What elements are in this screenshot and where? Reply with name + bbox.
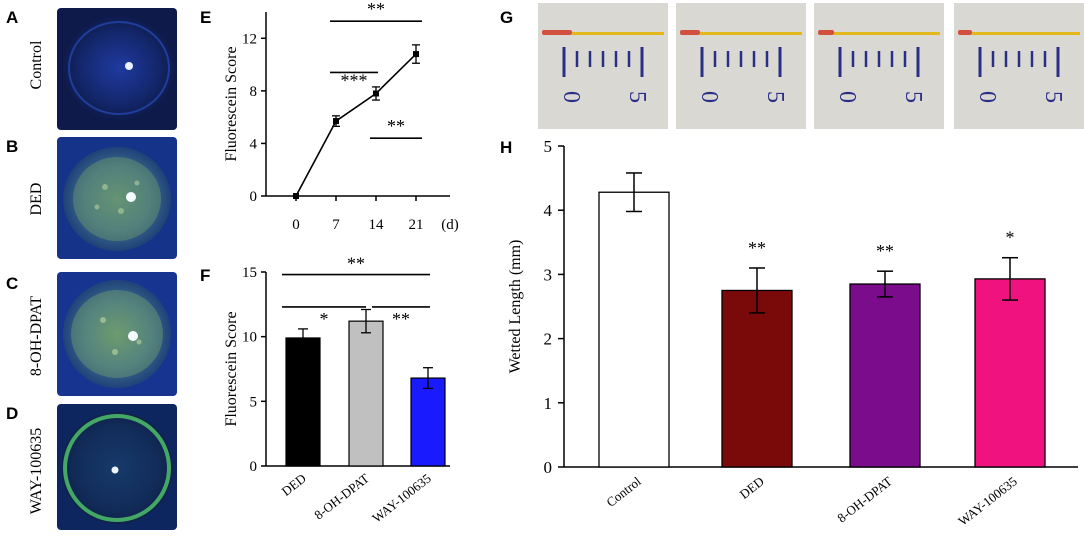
eye-image-control (57, 8, 177, 130)
scale-label-zero: 0 (974, 91, 1000, 103)
panel-label-d: D (6, 404, 19, 423)
h-bar (974, 278, 1046, 468)
eye-image-ded (57, 137, 177, 259)
h-y-tick-label: 2 (544, 330, 553, 349)
h-significance-label: * (1006, 228, 1015, 248)
h-y-tick-label: 3 (544, 265, 553, 284)
chart-h: 0 1 2 3 4 5 Wetted Length (mm) Control ** DED ** 8-… (507, 137, 1078, 529)
eye-image-8-oh-dpat (57, 272, 177, 396)
h-y-tick-label: 5 (544, 137, 553, 156)
chart-f: 0 5 10 15 Fluorescein Score DED 8-OH-DPATWAY-1… (223, 254, 450, 526)
e-y-tick-label: 0 (250, 189, 258, 205)
e-x-tick-label: 0 (292, 217, 300, 233)
strip-wet-part (818, 30, 834, 35)
e-y-tick-label: 12 (242, 31, 257, 47)
f-category-label: WAY-100635 (369, 471, 434, 526)
h-bar (598, 191, 670, 468)
h-y-tick-label: 0 (544, 458, 553, 477)
strip-dry-part (834, 32, 940, 35)
h-significance-label: ** (748, 238, 766, 258)
strip-dry-part (572, 32, 664, 35)
f-bar (348, 320, 384, 467)
e-data-point (333, 118, 339, 125)
f-y-tick-label: 10 (242, 330, 257, 346)
eye-image-way-100635 (57, 404, 177, 530)
e-y-label: Fluorescein Score (223, 46, 240, 161)
panel-label-h: H (500, 138, 513, 157)
e-x-unit: (d) (441, 217, 459, 233)
panel-label-g: G (500, 8, 514, 27)
e-x-tick-label: 14 (369, 217, 385, 233)
panel-label-f: F (200, 266, 211, 285)
f-y-tick-label: 15 (242, 265, 257, 281)
e-significance-label: ** (367, 0, 385, 19)
strip-wet-part (542, 30, 572, 35)
e-series-line (295, 53, 417, 197)
strip-wet-part (958, 30, 972, 35)
h-y-label: Wetted Length (mm) (507, 240, 524, 374)
eye-label-way-100635: WAY-100635 (28, 427, 45, 515)
e-y-tick-label: 8 (250, 84, 258, 100)
e-y-tick-label: 4 (250, 136, 258, 152)
panel-label-b: B (6, 137, 19, 156)
panel-label-a: A (6, 8, 19, 27)
scale-label-five: 5 (762, 91, 788, 103)
h-category-label: Control (603, 473, 644, 510)
f-category-label: 8-OH-DPAT (311, 471, 372, 523)
strip-wet-part (680, 30, 700, 35)
f-significance-label: ** (392, 309, 410, 329)
h-bar (849, 283, 921, 468)
f-significance-label: * (320, 309, 329, 329)
scale-label-zero: 0 (834, 91, 860, 103)
e-significance-label: *** (341, 70, 368, 90)
panel-label-e: E (200, 8, 212, 27)
e-x-tick-label: 21 (409, 217, 424, 233)
scale-label-five: 5 (900, 91, 926, 103)
strip-dry-part (700, 32, 802, 35)
f-y-tick-label: 5 (250, 394, 258, 410)
e-data-point (413, 51, 419, 58)
e-data-point (373, 90, 379, 97)
panel-label-c: C (6, 274, 19, 293)
f-bar (285, 337, 321, 467)
f-bar (410, 377, 446, 467)
e-significance-label: ** (387, 116, 405, 136)
scale-label-five: 5 (624, 91, 650, 103)
h-y-tick-label: 1 (544, 394, 553, 413)
h-category-label: DED (737, 474, 767, 502)
eye-label-8-oh-dpat: 8-OH-DPAT (28, 295, 45, 377)
h-significance-label: ** (876, 241, 894, 261)
scale-label-five: 5 (1040, 91, 1066, 103)
h-bar (721, 289, 793, 468)
scale-label-zero: 0 (558, 91, 584, 103)
f-significance-label: ** (347, 254, 365, 274)
e-x-tick-label: 7 (332, 217, 340, 233)
f-y-tick-label: 0 (250, 459, 258, 475)
h-category-label: 8-OH-DPAT (834, 474, 895, 526)
e-data-point (293, 193, 299, 199)
h-category-label: WAY-100635 (955, 474, 1020, 529)
strip-dry-part (972, 32, 1080, 35)
scale-label-zero: 0 (696, 91, 722, 103)
f-y-label: Fluorescein Score (223, 311, 240, 426)
f-category-label: DED (279, 471, 309, 499)
eye-label-ded: DED (28, 182, 45, 216)
eye-label-control: Control (28, 40, 45, 90)
h-y-tick-label: 4 (544, 201, 553, 220)
